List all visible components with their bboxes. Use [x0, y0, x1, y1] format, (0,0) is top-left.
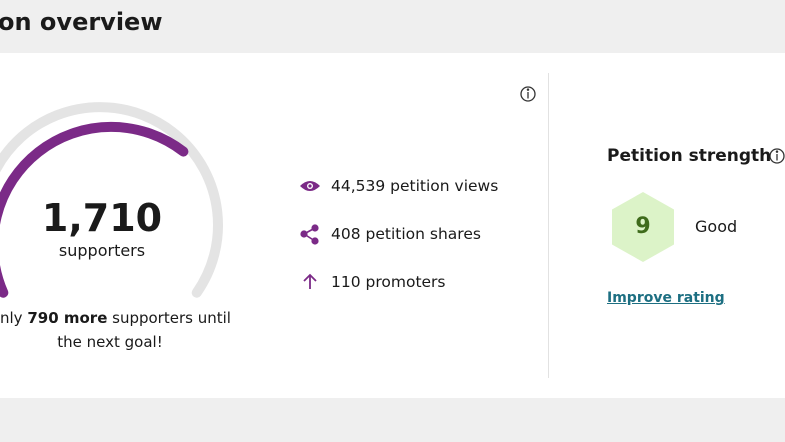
goal-message: nly 790 more supporters until: [0, 307, 231, 329]
info-icon[interactable]: [520, 86, 536, 102]
arrow-up-icon: [303, 273, 317, 289]
strength-title: Petition strength: [607, 146, 772, 166]
strength-score: 9: [635, 214, 651, 239]
goal-message: the next goal!: [57, 333, 163, 351]
strength-rating: Good: [695, 217, 738, 236]
page-title: on overview: [0, 8, 163, 36]
info-icon[interactable]: [769, 148, 785, 164]
stat-promoters: 110 promoters: [331, 273, 446, 291]
supporter-count: 1,710: [41, 196, 163, 240]
gauge-progress: [0, 121, 189, 298]
share-icon: [300, 224, 319, 245]
improve-link[interactable]: Improve rating: [607, 290, 725, 306]
supporter-label: supporters: [58, 241, 146, 260]
text: supporters until: [107, 309, 231, 327]
score-hexagon: [612, 192, 674, 262]
stat-views: 44,539 petition views: [331, 177, 499, 195]
gauge-track: [0, 102, 223, 298]
stat-shares: 408 petition shares: [331, 225, 481, 243]
text-bold: 790 more: [27, 309, 108, 327]
text: nly: [0, 309, 28, 327]
eye-icon: [300, 181, 320, 191]
